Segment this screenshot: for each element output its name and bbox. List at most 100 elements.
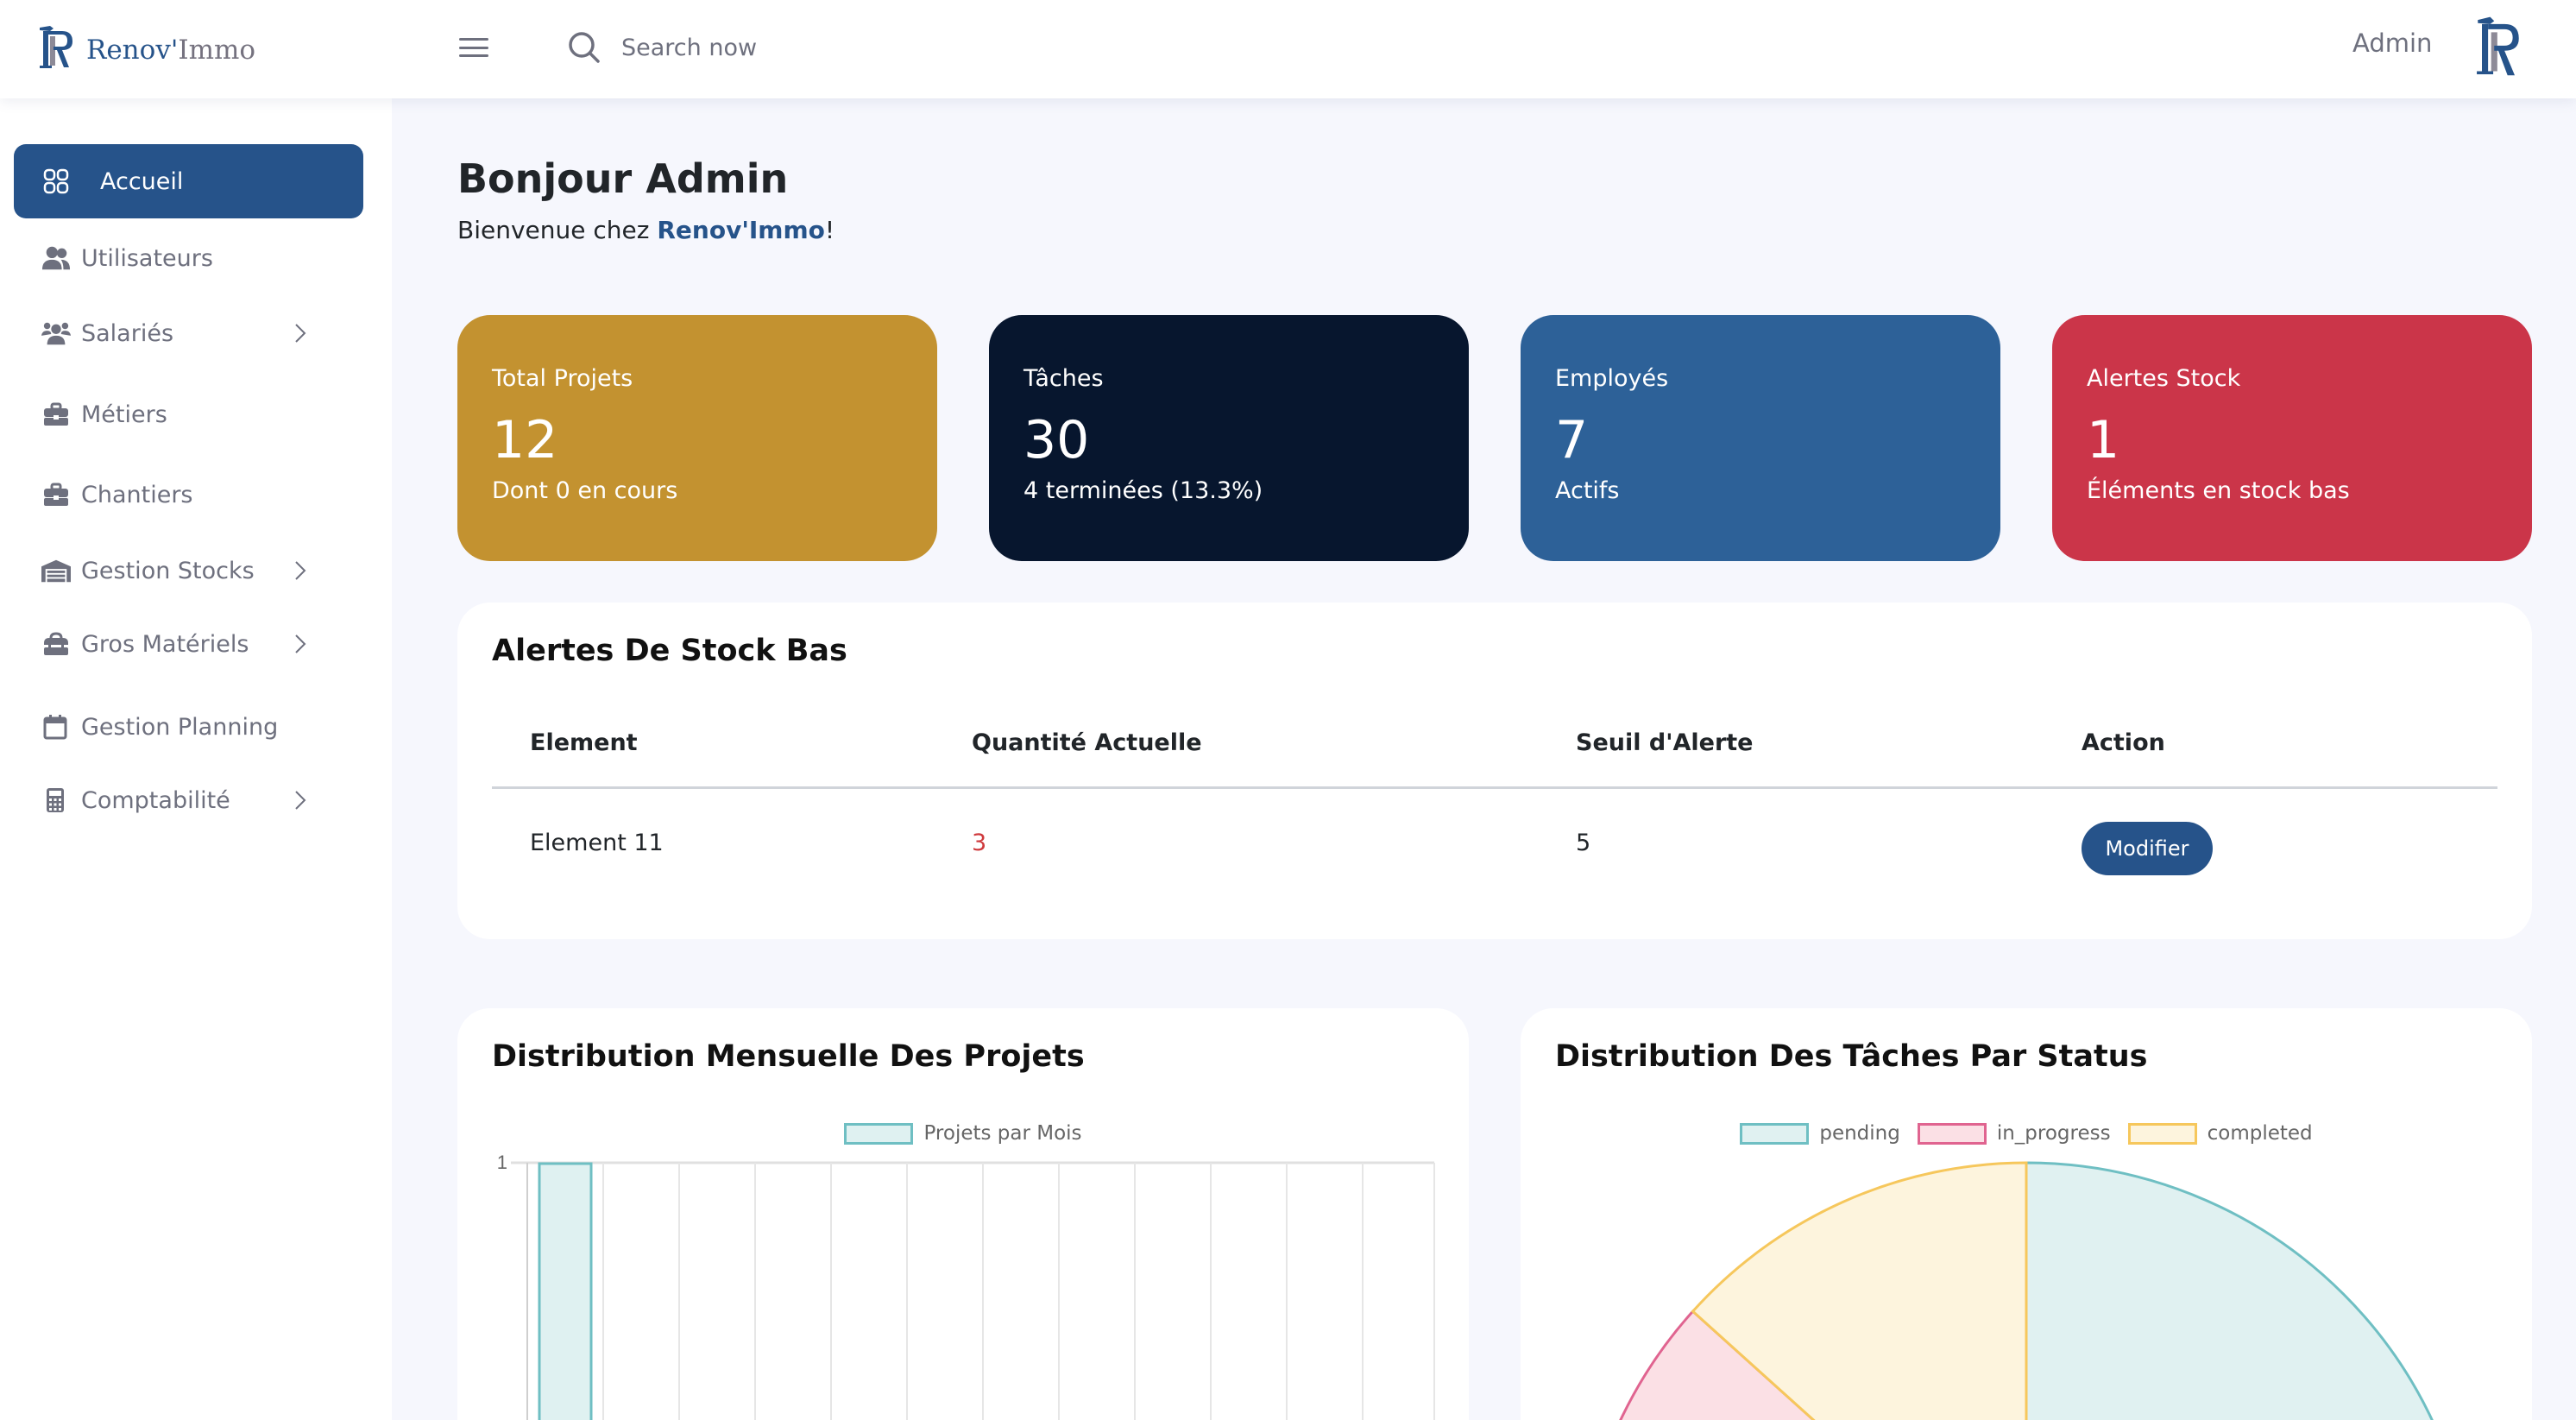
sidebar-item-comptabilite[interactable]: Comptabilité xyxy=(14,763,363,837)
stat-label: Alertes Stock xyxy=(2087,365,2241,392)
sidebar-item-label: Salariés xyxy=(81,319,174,347)
users-group-icon xyxy=(41,322,71,345)
top-header: Renov'Immo Admin xyxy=(0,0,2576,98)
bar-chart: 1 xyxy=(497,1152,1435,1420)
menu-toggle-button[interactable] xyxy=(459,38,488,60)
pie-chart xyxy=(1619,1161,2434,1420)
chevron-right-icon xyxy=(295,634,306,653)
stat-card-stock-alerts[interactable]: Alertes Stock 1 Éléments en stock bas xyxy=(2052,315,2532,561)
panel-title: Distribution Des Tâches Par Status xyxy=(1555,1039,2148,1074)
sidebar-item-gestion-planning[interactable]: Gestion Planning xyxy=(14,690,363,764)
cell-threshold: 5 xyxy=(1576,830,1591,856)
column-header-threshold: Seuil d'Alerte xyxy=(1576,729,1754,756)
bar xyxy=(538,1162,593,1420)
grid-icon xyxy=(43,168,69,194)
sidebar-item-gestion-stocks[interactable]: Gestion Stocks xyxy=(14,533,363,608)
legend-item[interactable]: Projets par Mois xyxy=(844,1122,1082,1145)
logo-text-secondary: Immo xyxy=(178,35,256,66)
pie-slice-in-progress xyxy=(1619,1309,1816,1420)
stock-alerts-panel: Alertes De Stock Bas Element Quantité Ac… xyxy=(457,603,2532,939)
legend-item-pending[interactable]: pending xyxy=(1740,1122,1900,1145)
legend-label: completed xyxy=(2207,1122,2313,1145)
toolbox-icon xyxy=(44,632,68,655)
legend-item-in-progress[interactable]: in_progress xyxy=(1917,1122,2111,1145)
legend-swatch xyxy=(844,1122,914,1145)
chevron-right-icon xyxy=(295,791,306,810)
y-tick-label: 1 xyxy=(497,1152,507,1173)
stat-card-employees[interactable]: Employés 7 Actifs xyxy=(1521,315,2000,561)
stat-value: 1 xyxy=(2087,410,2120,470)
search-icon[interactable] xyxy=(566,29,602,66)
stat-card-projects[interactable]: Total Projets 12 Dont 0 en cours xyxy=(457,315,937,561)
panel-title: Distribution Mensuelle Des Projets xyxy=(492,1039,1085,1074)
tasks-chart-panel: Distribution Des Tâches Par Status pendi… xyxy=(1521,1008,2532,1420)
stat-subtext: Éléments en stock bas xyxy=(2087,477,2350,504)
calendar-icon xyxy=(43,715,67,740)
legend-item-completed[interactable]: completed xyxy=(2127,1122,2313,1145)
search-input[interactable] xyxy=(621,34,1053,61)
chart-legend: pending in_progress completed xyxy=(1521,1122,2532,1145)
briefcase-icon xyxy=(44,402,68,426)
panel-title: Alertes De Stock Bas xyxy=(492,634,847,668)
app-logo[interactable]: Renov'Immo xyxy=(36,22,255,71)
sidebar-item-label: Gestion Stocks xyxy=(81,557,255,584)
sidebar-item-label: Accueil xyxy=(100,167,184,195)
pie-slice-pending xyxy=(2025,1161,2434,1420)
sidebar-item-chantiers[interactable]: Chantiers xyxy=(14,458,363,532)
stat-card-tasks[interactable]: Tâches 30 4 terminées (13.3%) xyxy=(989,315,1469,561)
welcome-prefix: Bienvenue chez xyxy=(457,216,658,244)
sidebar-item-utilisateurs[interactable]: Utilisateurs xyxy=(14,221,363,295)
sidebar-item-label: Gros Matériels xyxy=(81,630,249,658)
logo-mark-icon xyxy=(40,26,72,68)
sidebar-item-label: Métiers xyxy=(81,401,167,428)
column-header-quantity: Quantité Actuelle xyxy=(972,729,1202,756)
logo-text: Renov'Immo xyxy=(86,33,255,71)
table-divider xyxy=(492,786,2497,789)
logo-text-primary: Renov' xyxy=(86,35,179,66)
calculator-icon xyxy=(47,788,64,812)
sidebar-item-label: Utilisateurs xyxy=(81,244,213,272)
sidebar-item-label: Gestion Planning xyxy=(81,713,279,741)
hamburger-line xyxy=(459,38,488,41)
legend-label: pending xyxy=(1819,1122,1900,1145)
projects-chart-panel: Distribution Mensuelle Des Projets Proje… xyxy=(457,1008,1469,1420)
stat-value: 12 xyxy=(492,410,558,470)
sidebar-item-accueil[interactable]: Accueil xyxy=(14,144,363,218)
welcome-brand: Renov'Immo xyxy=(657,216,825,244)
welcome-message: Bienvenue chez Renov'Immo! xyxy=(457,216,835,244)
stat-value: 7 xyxy=(1555,410,1589,470)
column-header-element: Element xyxy=(530,729,638,756)
sidebar-item-metiers[interactable]: Métiers xyxy=(14,377,363,451)
stat-label: Employés xyxy=(1555,365,1669,392)
page-title: Bonjour Admin xyxy=(457,155,789,202)
search-bar xyxy=(566,29,1053,66)
legend-swatch xyxy=(2127,1122,2197,1145)
chart-legend: Projets par Mois xyxy=(457,1122,1469,1145)
hamburger-line xyxy=(459,54,488,57)
cell-element: Element 11 xyxy=(530,830,664,856)
chevron-right-icon xyxy=(295,324,306,343)
legend-label: in_progress xyxy=(1996,1122,2111,1145)
sidebar-item-label: Comptabilité xyxy=(81,786,230,814)
welcome-suffix: ! xyxy=(824,216,835,244)
stat-label: Tâches xyxy=(1023,365,1104,392)
stat-label: Total Projets xyxy=(492,365,633,392)
cell-quantity: 3 xyxy=(972,830,987,856)
sidebar-item-label: Chantiers xyxy=(81,481,193,508)
users-icon xyxy=(41,246,71,270)
sidebar-item-salaries[interactable]: Salariés xyxy=(14,296,363,370)
legend-swatch xyxy=(1740,1122,1810,1145)
sidebar-item-gros-materiels[interactable]: Gros Matériels xyxy=(14,607,363,681)
legend-swatch xyxy=(1917,1122,1987,1145)
modify-button[interactable]: Modifier xyxy=(2082,822,2213,875)
pie-slice-completed xyxy=(1691,1161,2028,1420)
user-avatar[interactable] xyxy=(2473,14,2523,79)
warehouse-icon xyxy=(41,559,71,583)
stat-subtext: Actifs xyxy=(1555,477,1620,504)
sidebar: Accueil Utilisateurs Salariés Méti xyxy=(0,98,392,1420)
user-name[interactable]: Admin xyxy=(2352,28,2433,58)
stat-value: 30 xyxy=(1023,410,1090,470)
hamburger-line xyxy=(459,46,488,49)
chevron-right-icon xyxy=(295,561,306,580)
column-header-action: Action xyxy=(2082,729,2165,756)
